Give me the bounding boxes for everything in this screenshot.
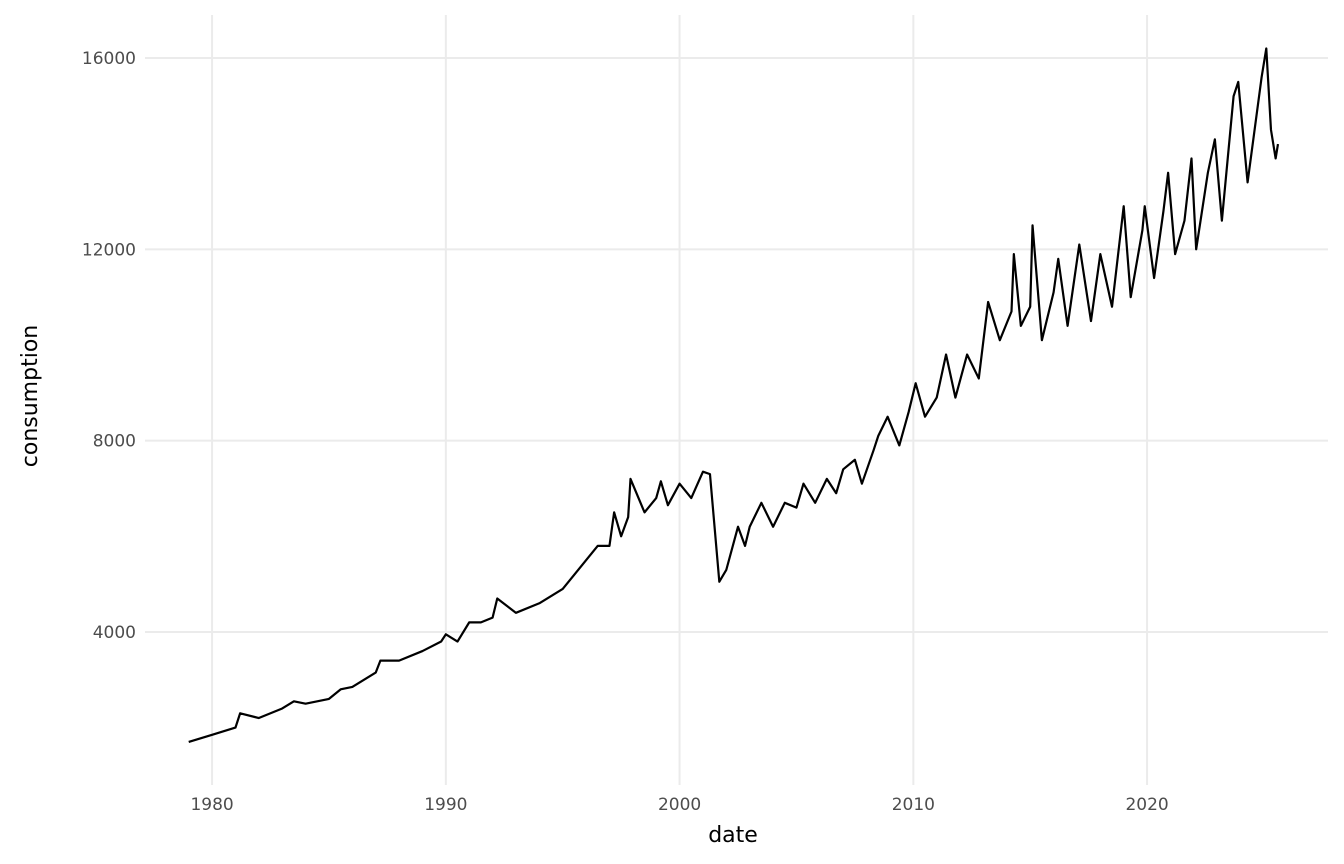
y-tick-label: 12000 [82,240,136,260]
y-axis-title: consumption [18,325,43,467]
x-tick-label: 1990 [424,795,467,815]
x-axis-title: date [708,823,758,848]
x-tick-label: 2010 [892,795,935,815]
x-tick-label: 1980 [190,795,233,815]
x-tick-label: 2000 [658,795,701,815]
y-tick-label: 4000 [93,623,136,643]
x-tick-label: 2020 [1125,795,1168,815]
data-line [188,47,1280,744]
y-tick-label: 16000 [82,49,136,69]
y-tick-label: 8000 [93,432,136,452]
